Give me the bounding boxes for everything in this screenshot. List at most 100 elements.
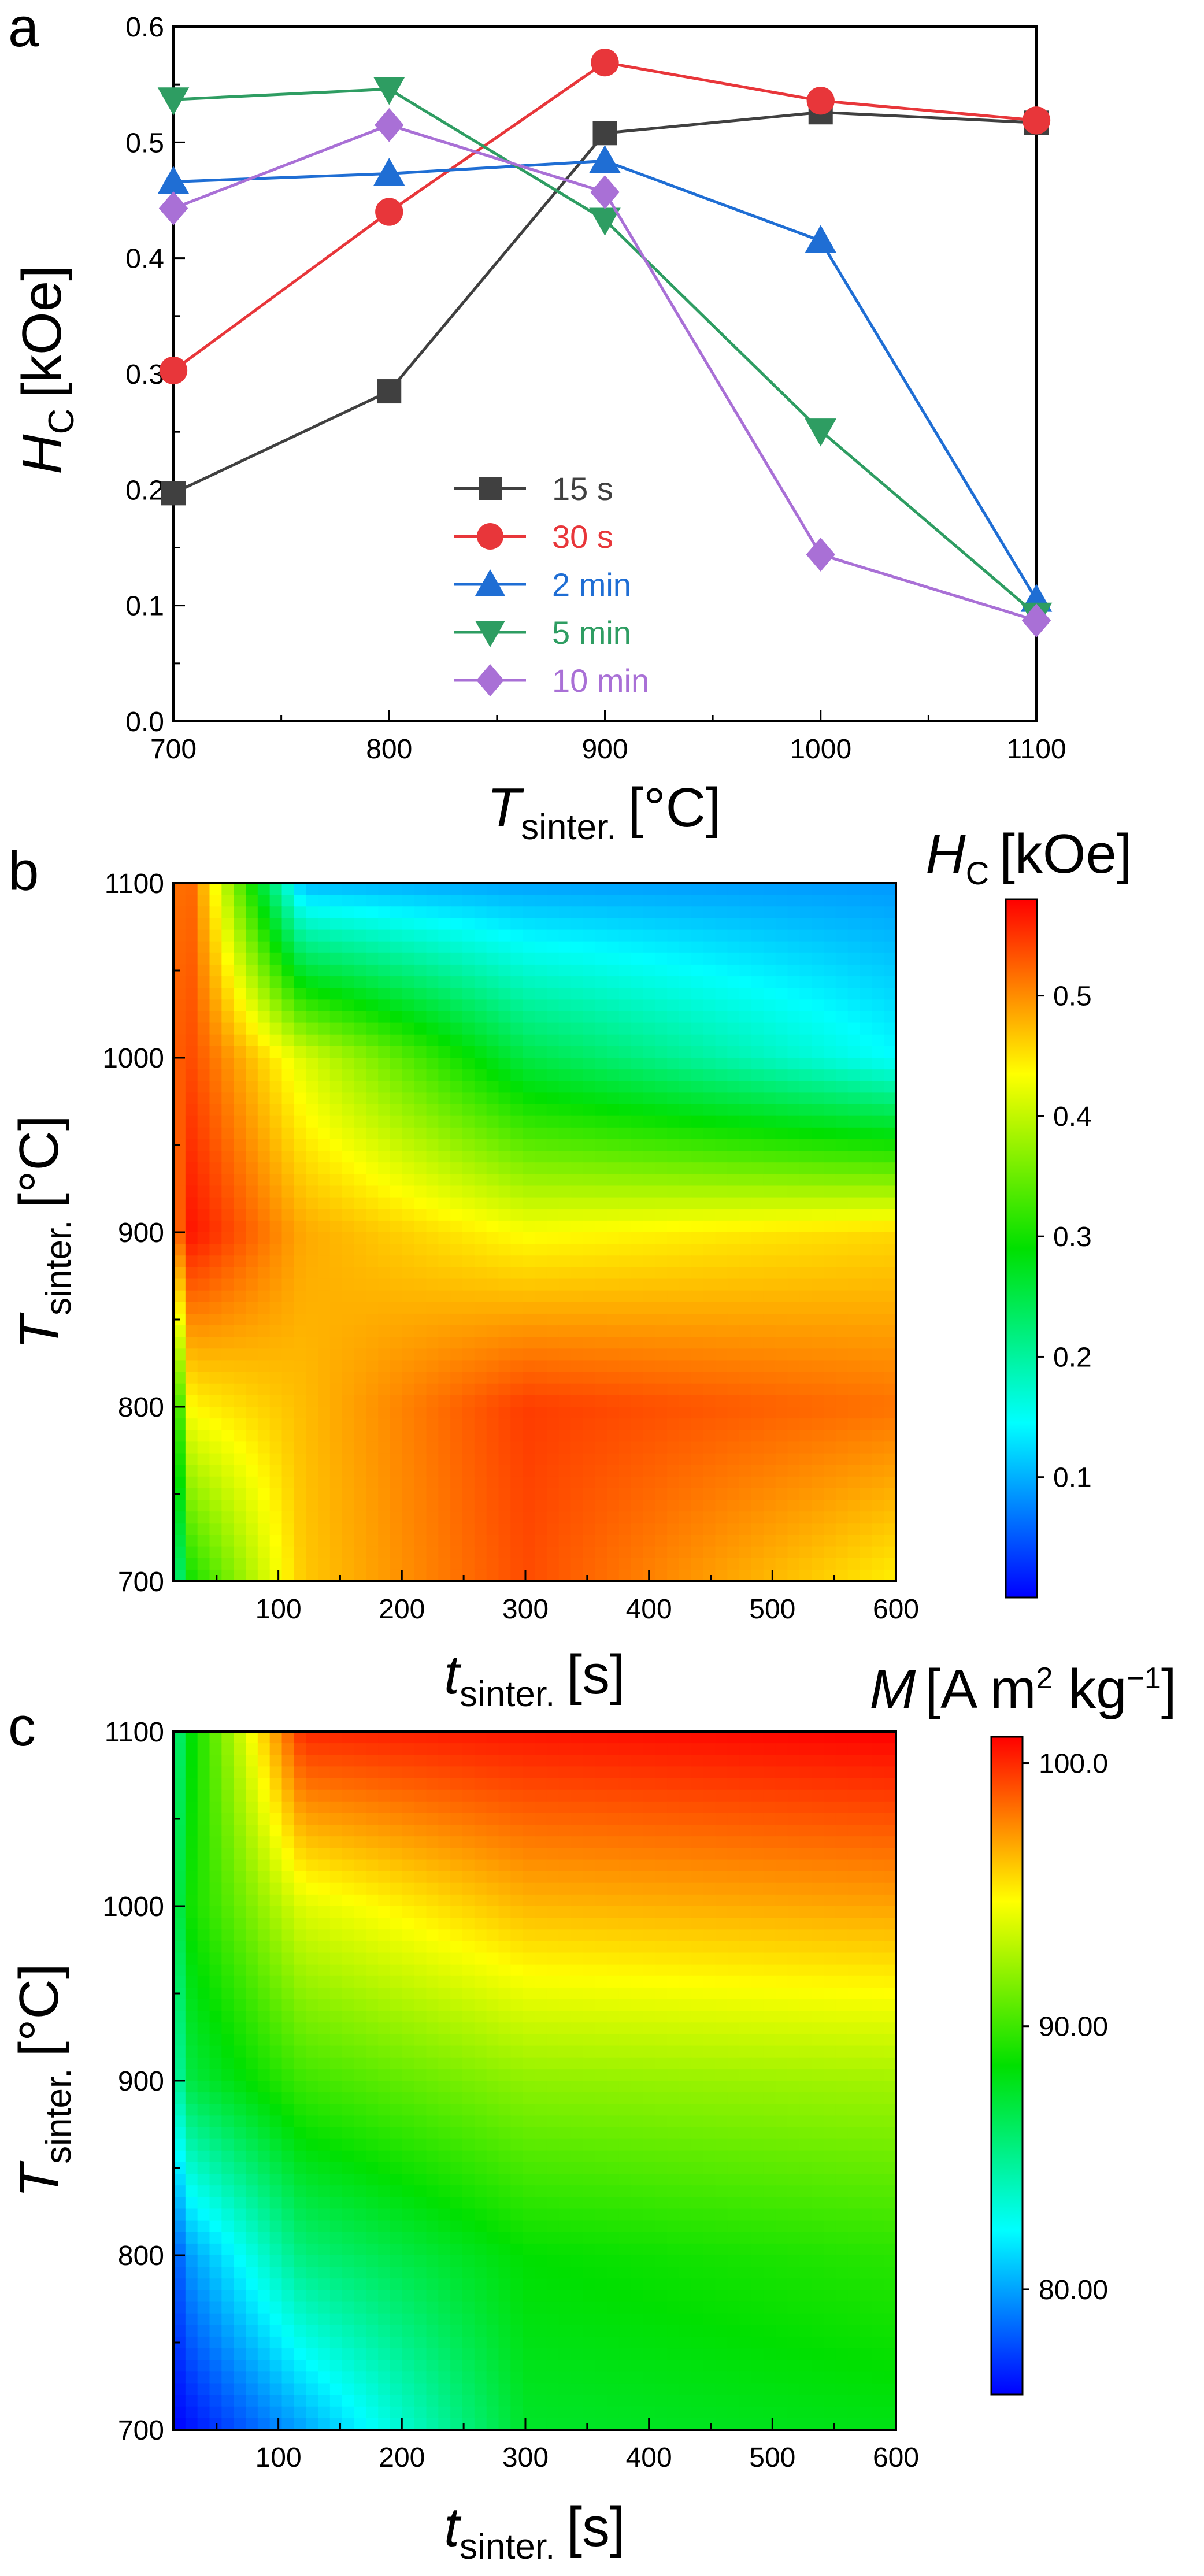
panel-c-heat-cell [378, 1743, 391, 1756]
panel-b-heat-cell [570, 1278, 584, 1291]
panel-b-heat-cell [679, 1151, 692, 1163]
panel-b-heat-cell [221, 1081, 235, 1094]
panel-b-heat-cell [884, 1348, 896, 1361]
panel-b-heat-cell [739, 1069, 752, 1082]
panel-b-heat-cell [438, 1081, 451, 1094]
panel-b-heat-cell [402, 1558, 415, 1570]
panel-b-heat-cell [221, 883, 235, 896]
panel-b-heat-cell [257, 1407, 271, 1419]
panel-b-heat-cell [209, 1313, 223, 1326]
panel-b-heat-cell [474, 1569, 487, 1581]
panel-b-xlabel: tsinter. [s] [444, 1644, 625, 1714]
panel-b-heat-cell [450, 1441, 463, 1454]
panel-b-heat-cell [257, 1197, 271, 1210]
panel-b-heat-cell [342, 1500, 355, 1513]
panel-b-heat-cell [438, 1151, 451, 1163]
panel-b-heat-cell [269, 1569, 283, 1581]
panel-b-heat-cell [595, 1011, 607, 1024]
panel-b-heat-cell [342, 1104, 355, 1117]
panel-c-heat-cell [342, 1825, 355, 1837]
panel-b-heat-cell [209, 1500, 223, 1513]
panel-b-heat-cell [523, 1407, 535, 1419]
panel-b-heat-cell [835, 929, 849, 942]
panel-b-heat-cell [535, 1058, 547, 1070]
panel-b-heat-cell [438, 1278, 451, 1291]
panel-b-heat-cell [812, 1313, 824, 1326]
panel-c-heat-cell [378, 1894, 391, 1907]
panel-c-heat-cell [884, 1848, 896, 1860]
panel-b-heat-cell [173, 1430, 186, 1443]
panel-b-heat-cell [691, 1348, 704, 1361]
panel-c-heat-cell [378, 1871, 391, 1884]
panel-b-heat-cell [197, 1383, 210, 1396]
panel-b-heat-cell [173, 1558, 186, 1570]
panel-b-heat-cell [847, 1174, 861, 1187]
panel-b-heat-cell [438, 1337, 451, 1350]
panel-b-heat-cell [173, 1058, 186, 1070]
panel-b-heat-cell [450, 1092, 463, 1105]
panel-b-heat-cell [378, 999, 391, 1012]
panel-c-heat-cell [318, 1952, 331, 1965]
panel-c-heat-cell [751, 1766, 764, 1779]
panel-b-heat-cell [450, 1185, 463, 1198]
panel-c-heat-cell [655, 1894, 668, 1907]
panel-b-heat-cell [246, 1290, 258, 1303]
panel-c-heat-cell [824, 1813, 836, 1826]
panel-b-heat-cell [234, 952, 246, 965]
panel-b-heat-cell [558, 1104, 572, 1117]
panel-b-heat-cell [607, 1465, 620, 1477]
panel-b-heat-cell [498, 1069, 512, 1082]
panel-b-heat-cell [414, 1290, 427, 1303]
panel-b-heat-cell [643, 1185, 656, 1198]
panel-b-heat-cell [523, 1569, 535, 1581]
panel-b-heat-cell [631, 1104, 644, 1117]
panel-b-heat-cell [209, 1418, 223, 1431]
panel-b-heat-cell [535, 941, 547, 954]
panel-c-heat-cell [860, 1732, 873, 1744]
panel-b-heat-cell [679, 1535, 692, 1547]
panel-b-heat-cell [294, 988, 307, 1000]
panel-c-heat-cell [583, 1882, 596, 1895]
panel-b-heat-cell [847, 1232, 861, 1245]
panel-b-heat-cell [691, 1290, 704, 1303]
panel-b-heat-cell [643, 1092, 656, 1105]
panel-b-heat-cell [607, 1372, 620, 1384]
panel-b-heat-cell [751, 1569, 764, 1581]
panel-b-heat-cell [426, 1348, 439, 1361]
panel-c-heat-cell [414, 1941, 427, 1954]
panel-b-heat-cell [570, 988, 584, 1000]
panel-b-heat-cell [523, 895, 535, 907]
panel-c-heat-cell [414, 1894, 427, 1907]
panel-c-heat-cell [438, 1825, 451, 1837]
panel-b-heat-cell [378, 1453, 391, 1466]
panel-b-heat-cell [185, 906, 198, 919]
panel-b-heat-cell [847, 1360, 861, 1373]
panel-c-heat-cell [763, 1906, 776, 1919]
panel-b-heat-cell [607, 918, 620, 931]
panel-b-heat-cell [209, 1185, 223, 1198]
panel-b-heat-cell [209, 976, 223, 989]
panel-b-heat-cell [812, 988, 824, 1000]
panel-b-heat-cell [703, 1151, 716, 1163]
panel-b-heat-cell [257, 1535, 271, 1547]
panel-b-heat-cell [763, 1569, 776, 1581]
panel-b-heat-cell [763, 1255, 776, 1268]
panel-c-heat-cell [607, 1952, 620, 1965]
panel-b-heat-cell [366, 1197, 379, 1210]
panel-a-legend-label: 30 s [552, 518, 613, 555]
panel-c-heat-cell [631, 1778, 644, 1791]
panel-b-heat-cell [221, 1267, 235, 1280]
panel-b-heat-cell [787, 1523, 801, 1536]
panel-c-heat-cell [595, 1871, 607, 1884]
panel-b-heat-cell [631, 1069, 644, 1082]
panel-c-heat-cell [667, 1894, 680, 1907]
panel-c-heat-cell [607, 1755, 620, 1767]
panel-b-heat-cell [763, 1523, 776, 1536]
panel-b-heat-cell [763, 976, 776, 989]
panel-b-heat-cell [595, 1267, 607, 1280]
panel-b-heat-cell [402, 1162, 415, 1175]
panel-c-heat-cell [510, 1813, 524, 1826]
panel-b-heat-cell [486, 1220, 499, 1233]
panel-b-heat-cell [221, 1476, 235, 1489]
panel-c-heat-cell [558, 1871, 572, 1884]
